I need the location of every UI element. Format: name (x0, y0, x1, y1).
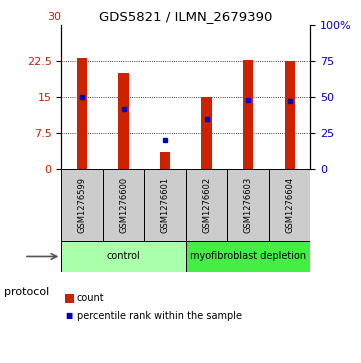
Text: GSM1276603: GSM1276603 (244, 177, 253, 233)
Bar (144, 169, 186, 241)
Bar (61, 241, 186, 272)
Bar (103, 169, 144, 241)
Bar (201, 97, 212, 169)
Text: 30: 30 (47, 12, 61, 21)
Text: myofibroblast depletion: myofibroblast depletion (190, 252, 306, 261)
Title: GDS5821 / ILMN_2679390: GDS5821 / ILMN_2679390 (99, 10, 273, 23)
Text: GSM1276599: GSM1276599 (78, 177, 87, 233)
Text: GSM1276601: GSM1276601 (161, 177, 170, 233)
Bar (269, 169, 310, 241)
Bar (243, 60, 253, 169)
Text: protocol: protocol (4, 287, 49, 297)
Text: control: control (107, 252, 140, 261)
Bar (186, 169, 227, 241)
Bar (186, 241, 310, 272)
Bar (61, 169, 103, 241)
Text: percentile rank within the sample: percentile rank within the sample (77, 311, 242, 321)
Bar (160, 152, 170, 169)
Text: GSM1276600: GSM1276600 (119, 177, 128, 233)
Bar (284, 61, 295, 169)
Text: GSM1276602: GSM1276602 (202, 177, 211, 233)
Bar (227, 169, 269, 241)
Bar (77, 58, 87, 169)
Text: ■: ■ (66, 311, 73, 320)
Text: GSM1276604: GSM1276604 (285, 177, 294, 233)
Bar (118, 73, 129, 169)
Text: count: count (77, 293, 104, 303)
